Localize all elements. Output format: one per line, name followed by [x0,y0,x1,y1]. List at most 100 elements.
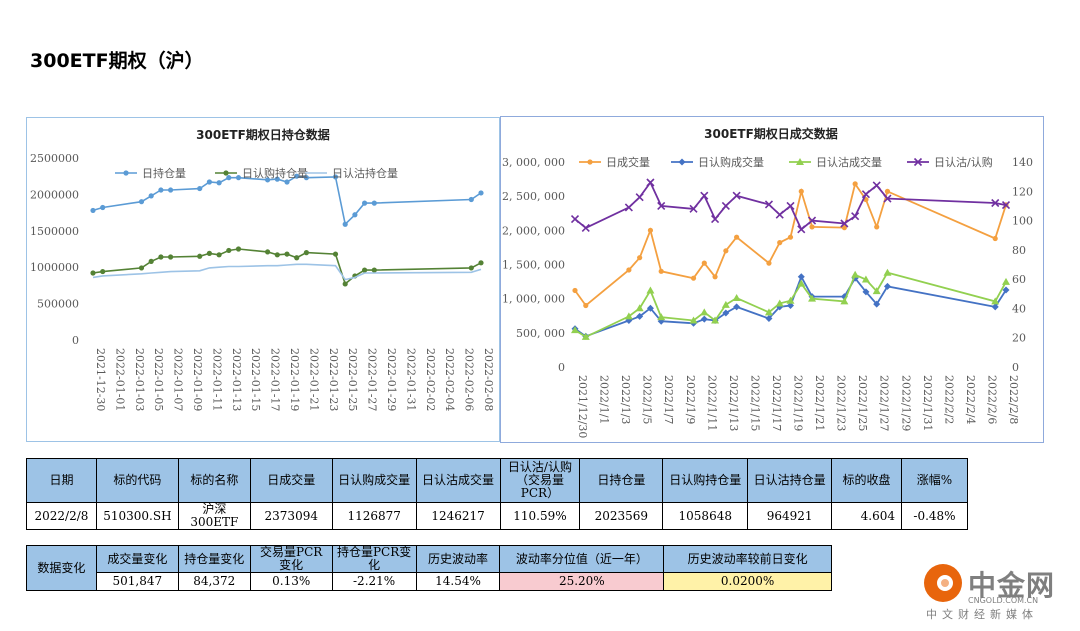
data-point [570,215,580,224]
data-point [274,176,280,182]
cell-call-oi: 1058648 [662,502,749,530]
data-point [303,250,309,256]
data-point [701,260,707,266]
data-point [722,309,730,317]
data-point [635,193,644,202]
data-point [841,225,847,231]
data-point [798,188,804,194]
legend-marker [223,170,229,176]
header-volume-pcr-change-line2: 变化 [279,558,304,572]
data-point [734,234,740,240]
data-point [787,234,794,240]
data-point [689,204,698,213]
data-point [583,302,589,309]
data-point [840,219,849,228]
cell-change: -0.48% [900,502,969,530]
x-tick-label: 2022-02-08 [482,348,495,411]
data-point [647,227,654,233]
legend-label: 日认沽/认购 [934,155,993,169]
header-call-volume: 日认购成交量 [331,458,417,503]
cell-call-volume: 1126877 [331,502,417,530]
data-point [206,250,212,256]
x-tick-label: 2022/1/15 [748,375,761,431]
cell-volume-change: 501,847 [95,572,179,591]
change-label: 数据变化 [26,545,97,591]
header-vol-percentile: 波动率分位值（近一年） [499,545,665,573]
data-point [992,235,998,242]
data-point [797,279,806,287]
data-point [100,204,106,211]
x-tick-label: 2022-01-15 [249,348,262,411]
y-tick-label: 1500000 [30,225,79,238]
data-point [226,247,232,254]
data-point [852,181,858,187]
header-close: 标的收盘 [831,458,902,503]
header-volume-pcr-line1: 日认沽/认购 [507,460,572,474]
data-point [646,286,655,294]
data-point [478,260,484,266]
header-volume-pcr-change-line1: 交易量PCR [260,545,323,559]
legend-item-4: 日认沽/认购 [907,155,993,169]
header-hist-vol: 历史波动率 [415,545,501,573]
logo-tagline: 中文财经新媒体 [926,608,1038,621]
y-tick-label: 1, 500, 000 [502,259,565,272]
y-tick-label: 0 [558,361,565,374]
y2-tick-label: 80 [1012,244,1026,257]
x-tick-label: 2022/1/31 [921,375,934,431]
y-tick-label: 500, 000 [516,327,565,340]
header-call-oi: 日认购持仓量 [662,458,749,503]
data-point [723,248,729,254]
series-2 [571,273,1010,340]
legend-item-1: 日持仓量 [115,166,186,180]
header-volume-pcr-line3: PCR） [520,486,560,500]
header-volume-pcr: 日认沽/认购 （交易量 PCR） [499,458,581,503]
data-point [786,201,795,210]
x-tick-label: 2022-01-29 [385,348,398,411]
y2-tick-label: 120 [1012,185,1033,198]
y2-tick-label: 40 [1012,302,1026,315]
data-point [787,302,794,309]
data-point [883,282,891,290]
data-point [765,314,773,322]
data-point [797,273,805,281]
x-tick-label: 2022/1/5 [641,375,654,424]
x-tick-label: 2022/1/25 [856,375,869,431]
data-point [883,194,892,203]
data-point [840,297,849,305]
header-oi-pcr-change-line1: 持仓量PCR变 [336,545,412,559]
data-point [303,175,309,181]
data-point [371,267,377,273]
data-point [861,275,870,283]
x-tick-label: 2022-01-21 [307,348,320,411]
cell-put-volume: 1246217 [415,502,501,530]
data-point [1002,286,1010,294]
data-point [764,200,774,209]
cell-oi-change: 84,372 [177,572,251,591]
data-point [690,275,697,281]
data-point [468,265,474,271]
data-point [807,216,817,225]
data-point [786,296,795,304]
data-point [851,270,860,278]
x-tick-label: 2022-01-31 [404,348,417,411]
data-point [657,201,666,210]
x-tick-label: 2022-01-09 [191,348,204,411]
data-point [646,304,654,312]
data-point [721,201,730,210]
y2-tick-label: 100 [1012,215,1033,228]
data-point [872,181,881,190]
header-code: 标的代码 [95,458,179,503]
data-point [148,258,154,264]
y-tick-label: 2500000 [30,152,79,165]
data-point [138,199,145,205]
legend-label: 日持仓量 [142,166,186,180]
header-volume-change: 成交量变化 [95,545,179,573]
holdings-chart: 300ETF期权日持仓数据 2500000 2000000 1500000 100000… [26,117,500,442]
header-put-volume: 日认沽成交量 [415,458,501,503]
data-point [571,326,579,334]
data-point [635,304,644,312]
cell-date: 2022/2/8 [26,502,97,530]
header-oi-change: 持仓量变化 [177,545,251,573]
data-point [700,191,709,200]
data-point [206,179,212,185]
